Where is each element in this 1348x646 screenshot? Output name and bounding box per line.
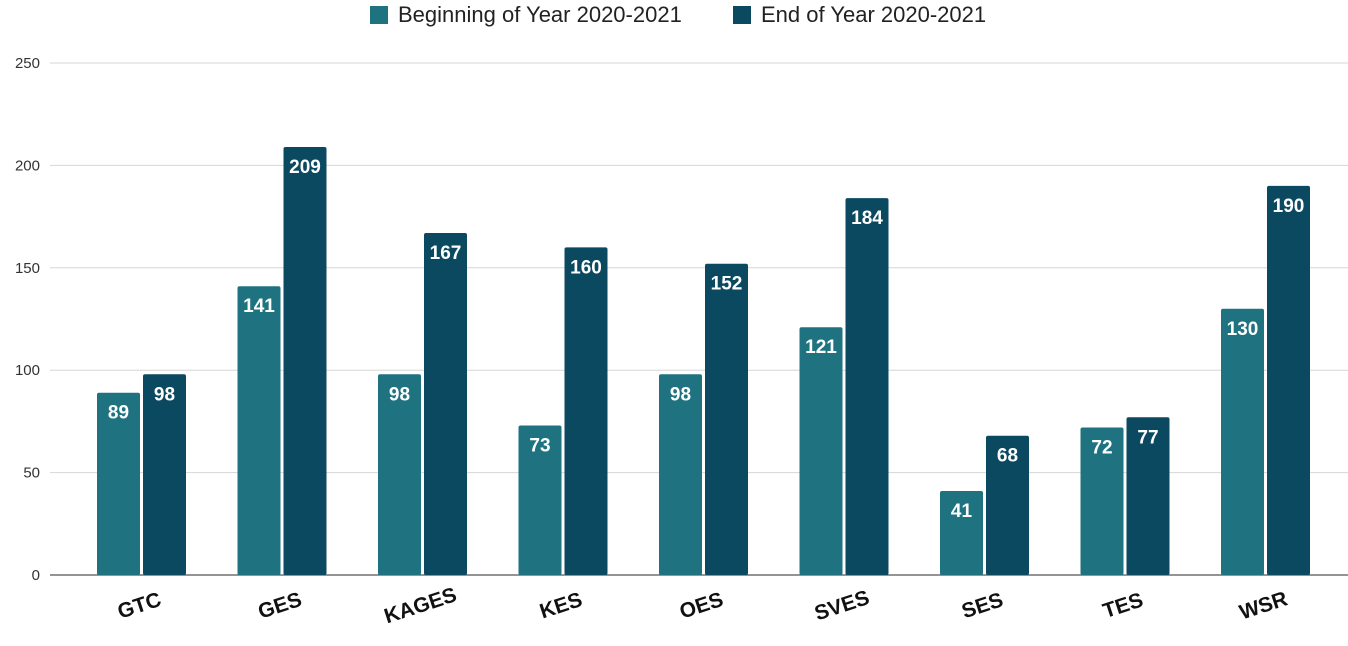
bar-beginning-kages	[378, 374, 421, 575]
bar-end-oes	[705, 263, 748, 575]
data-label: 209	[289, 157, 321, 178]
data-label: 121	[805, 337, 837, 358]
data-label: 77	[1137, 427, 1158, 448]
data-label: 167	[430, 243, 462, 264]
x-tick-label: TES	[1100, 589, 1146, 623]
bar-beginning-oes	[659, 374, 702, 575]
y-tick-label: 100	[15, 362, 40, 379]
data-label: 72	[1091, 438, 1112, 459]
data-label: 190	[1273, 196, 1305, 217]
bar-end-wsr	[1267, 185, 1310, 575]
y-tick-label: 200	[15, 157, 40, 174]
data-label: 152	[711, 274, 743, 295]
data-label: 89	[108, 403, 129, 424]
bar-beginning-ses	[940, 491, 983, 575]
data-labels: 89 98 141 209 98 167 73 160 98 152 121 184 41 68 72 77 1…	[108, 157, 1304, 522]
y-axis-ticks: 0 50 100 150 200 250	[15, 55, 40, 584]
bar-end-tes	[1126, 417, 1170, 575]
bar-beginning-wsr	[1221, 308, 1264, 575]
x-tick-label: SVES	[812, 586, 872, 625]
x-tick-label: KAGES	[381, 583, 459, 628]
bar-beginning-ges	[237, 286, 281, 575]
x-axis-ticks: GTC GES KAGES KES OES SVES SES TES WSR	[115, 583, 1290, 628]
bar-beginning-kes	[518, 425, 562, 575]
bar-end-gtc	[143, 374, 186, 575]
bar-beginning-gtc	[97, 392, 140, 575]
data-label: 160	[570, 257, 602, 278]
bar-end-ses	[986, 435, 1029, 575]
x-tick-label: WSR	[1237, 587, 1291, 624]
data-label: 98	[670, 384, 691, 405]
bars	[97, 146, 1310, 575]
bar-end-kes	[564, 247, 608, 575]
x-tick-label: KES	[537, 588, 585, 623]
data-label: 130	[1227, 319, 1259, 340]
y-tick-label: 150	[15, 260, 40, 277]
legend: Beginning of Year 2020-2021 End of Year 2…	[370, 2, 986, 27]
legend-swatch	[370, 6, 388, 24]
y-tick-label: 250	[15, 55, 40, 72]
data-label: 98	[389, 384, 410, 405]
y-tick-label: 50	[23, 465, 40, 482]
bar-end-kages	[424, 232, 467, 575]
legend-label: End of Year 2020-2021	[761, 2, 986, 27]
legend-label: Beginning of Year 2020-2021	[398, 2, 682, 27]
bar-end-sves	[845, 198, 889, 575]
x-tick-label: OES	[677, 588, 726, 624]
x-tick-label: GTC	[115, 588, 164, 624]
data-label: 98	[154, 384, 175, 405]
x-tick-label: GES	[255, 588, 304, 624]
bar-beginning-tes	[1080, 427, 1124, 575]
data-label: 73	[529, 435, 550, 456]
y-tick-label: 0	[32, 567, 40, 584]
bar-end-ges	[283, 146, 327, 575]
legend-swatch	[733, 6, 751, 24]
data-label: 184	[851, 208, 883, 229]
x-tick-label: SES	[959, 588, 1006, 623]
bar-beginning-sves	[799, 327, 843, 575]
data-label: 41	[951, 501, 973, 522]
data-label: 141	[243, 296, 275, 317]
data-label: 68	[997, 446, 1018, 467]
